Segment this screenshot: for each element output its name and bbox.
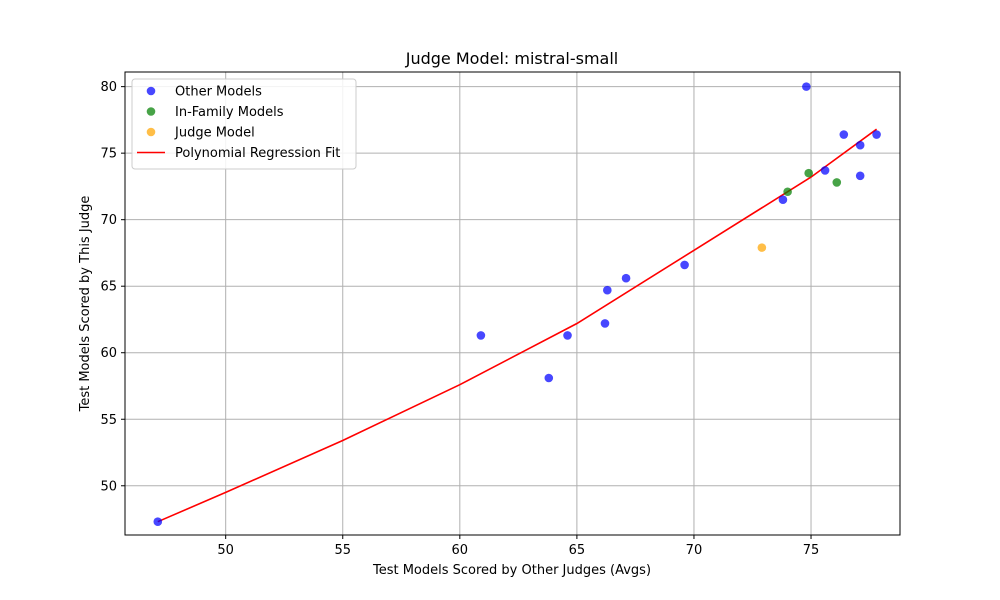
scatter-point	[783, 187, 792, 197]
legend-box	[131, 78, 357, 170]
y-axis-label: Test Models Scored by This Judge	[78, 196, 93, 413]
chart-marks	[153, 82, 881, 526]
x-tick-label: 70	[686, 543, 703, 558]
scatter-point	[855, 140, 865, 150]
y-tick-label: 55	[100, 413, 117, 428]
x-axis-label: Test Models Scored by Other Judges (Avgs…	[372, 563, 651, 578]
x-tick-label: 65	[569, 543, 586, 558]
scatter-point	[855, 171, 865, 181]
y-tick-label: 70	[100, 213, 117, 228]
x-tick-label: 60	[452, 543, 469, 558]
scatter-point	[820, 166, 830, 175]
y-tick-label: 60	[100, 346, 117, 361]
y-tick-label: 75	[100, 147, 117, 162]
scatter-point	[804, 168, 813, 178]
scatter-point	[802, 82, 811, 91]
scatter-point	[621, 273, 631, 283]
legend-label: Polynomial Regression Fit	[175, 146, 340, 161]
y-tick-label: 80	[100, 80, 117, 95]
x-tick-label: 75	[803, 543, 820, 558]
x-tick-label: 50	[217, 543, 234, 558]
scatter-point	[153, 517, 163, 526]
chart-title: Judge Model: mistral-small	[405, 49, 618, 68]
legend-label: Other Models	[175, 85, 262, 100]
legend-label: In-Family Models	[175, 105, 284, 120]
scatter-point	[600, 319, 610, 328]
plot-frame	[124, 71, 901, 536]
scatter-point	[832, 178, 842, 187]
scatter-point	[778, 195, 788, 205]
scatter-point	[603, 285, 612, 295]
scatter-point	[872, 130, 881, 139]
legend: Other Models In-Family Models Judge Model P…	[131, 78, 357, 170]
regression-line	[157, 128, 878, 523]
legend-marker	[146, 127, 156, 137]
scatter-point	[757, 243, 767, 252]
y-tick-label: 65	[100, 280, 117, 295]
y-tick-label: 50	[100, 479, 117, 494]
scatter-point	[563, 331, 572, 340]
scatter-point	[476, 331, 486, 340]
legend-marker	[146, 86, 156, 96]
x-tick-label: 55	[334, 543, 351, 558]
scatter-point	[839, 130, 849, 139]
legend-label: Judge Model	[174, 126, 255, 141]
legend-marker	[146, 107, 156, 116]
scatter-point	[544, 373, 554, 383]
scatter-point	[680, 260, 689, 270]
ticks: 50 55 60 65 70 75 50 55 60 65 70 75 80	[100, 80, 819, 558]
